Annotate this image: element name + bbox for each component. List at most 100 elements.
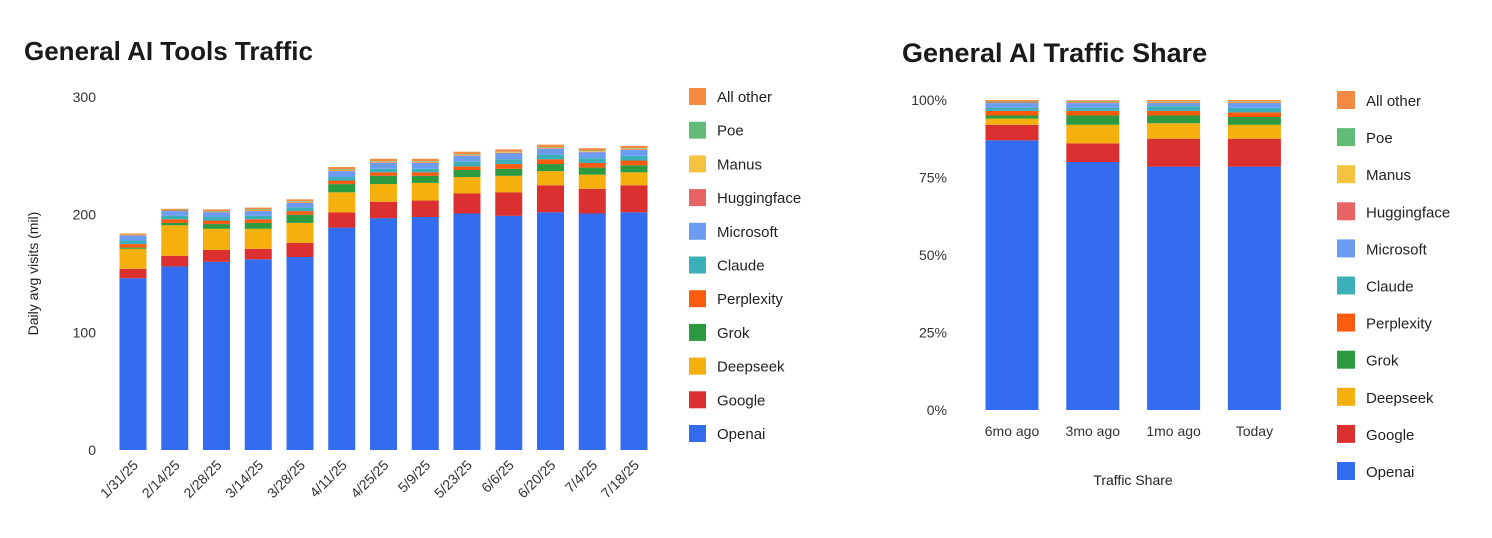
traffic-bar-perplexity bbox=[411, 172, 439, 176]
traffic-bar-openai bbox=[286, 257, 314, 450]
share-legend-label: Claude bbox=[1366, 279, 1414, 296]
share-bar-microsoft bbox=[1066, 103, 1120, 108]
traffic-legend-swatch bbox=[689, 357, 706, 375]
traffic-bar-deepseek bbox=[244, 228, 272, 249]
traffic-bar-poe bbox=[119, 234, 147, 236]
traffic-y-tick-label: 300 bbox=[73, 89, 97, 105]
share-x-tick-label: 3mo ago bbox=[1066, 423, 1121, 439]
traffic-bar-deepseek bbox=[203, 228, 230, 250]
share-legend-label: Google bbox=[1366, 427, 1414, 444]
traffic-legend-swatch bbox=[689, 155, 706, 173]
traffic-bar-google bbox=[328, 212, 356, 228]
share-legend-label: Perplexity bbox=[1366, 316, 1432, 333]
traffic-bar-google bbox=[203, 249, 230, 262]
traffic-bar-claude bbox=[119, 240, 147, 245]
traffic-bar-microsoft bbox=[370, 162, 397, 169]
share-y-tick-label: 75% bbox=[919, 170, 947, 186]
share-x-axis-title: Traffic Share bbox=[1093, 472, 1173, 488]
traffic-bar-google bbox=[453, 193, 481, 214]
share-bar-poe bbox=[1066, 101, 1120, 103]
traffic-bar-perplexity bbox=[119, 244, 147, 248]
traffic-bar-microsoft bbox=[161, 211, 189, 216]
share-bar-openai bbox=[1227, 166, 1281, 410]
share-x-tick-label: 1mo ago bbox=[1146, 423, 1201, 439]
traffic-x-tick-label: 5/9/25 bbox=[395, 457, 434, 496]
traffic-bar-grok bbox=[203, 224, 230, 229]
traffic-bar-openai bbox=[119, 278, 147, 450]
traffic-bar-microsoft bbox=[328, 171, 356, 178]
traffic-bar-all-other bbox=[537, 144, 564, 148]
traffic-bar-microsoft bbox=[119, 235, 147, 241]
traffic-bar-manus bbox=[244, 209, 272, 211]
traffic-bar-huggingface bbox=[119, 235, 147, 236]
traffic-bar-openai bbox=[328, 227, 356, 450]
share-legend-swatch bbox=[1337, 276, 1355, 295]
share-bar-huggingface bbox=[1066, 102, 1120, 104]
traffic-bar-microsoft bbox=[453, 155, 481, 162]
traffic-bar-openai bbox=[578, 213, 606, 450]
traffic-bar-perplexity bbox=[244, 219, 272, 223]
traffic-legend-swatch bbox=[689, 256, 706, 274]
share-legend-swatch bbox=[1337, 165, 1355, 184]
traffic-legend-label: Google bbox=[717, 392, 765, 409]
share-bar-openai bbox=[1147, 166, 1201, 410]
traffic-bar-deepseek bbox=[411, 182, 439, 201]
share-bar-google bbox=[1066, 143, 1120, 162]
share-bar-claude bbox=[1066, 107, 1120, 111]
share-legend-swatch bbox=[1337, 462, 1355, 480]
traffic-bar-all-other bbox=[453, 151, 481, 155]
traffic-legend-swatch bbox=[689, 290, 706, 308]
share-legend-swatch bbox=[1337, 350, 1355, 369]
share-legend-label: All other bbox=[1366, 93, 1421, 110]
traffic-bar-perplexity bbox=[203, 220, 230, 225]
traffic-bar-huggingface bbox=[286, 202, 314, 203]
traffic-x-tick-label: 6/6/25 bbox=[478, 457, 517, 496]
traffic-bar-manus bbox=[328, 169, 356, 171]
traffic-bar-deepseek bbox=[328, 192, 356, 213]
traffic-bar-claude bbox=[328, 177, 356, 181]
traffic-x-tick-label: 5/23/25 bbox=[431, 457, 475, 501]
traffic-bar-google bbox=[161, 255, 189, 267]
share-bar-perplexity bbox=[1147, 110, 1201, 116]
traffic-legend-label: Manus bbox=[717, 156, 762, 173]
share-bar-claude bbox=[1147, 106, 1201, 111]
traffic-bar-microsoft bbox=[411, 162, 439, 169]
traffic-bar-openai bbox=[495, 215, 523, 450]
traffic-legend-swatch bbox=[689, 425, 706, 442]
traffic-bar-openai bbox=[537, 212, 564, 450]
traffic-bar-manus bbox=[620, 148, 648, 150]
traffic-bar-all-other bbox=[411, 158, 439, 162]
traffic-bar-manus bbox=[411, 161, 439, 163]
traffic-bar-huggingface bbox=[620, 149, 648, 150]
traffic-bar-manus bbox=[495, 152, 523, 153]
traffic-bar-deepseek bbox=[620, 172, 648, 186]
traffic-bar-grok bbox=[578, 167, 606, 175]
traffic-bar-poe bbox=[286, 201, 314, 202]
traffic-bar-perplexity bbox=[370, 172, 397, 176]
traffic-x-tick-label: 2/28/25 bbox=[180, 457, 224, 501]
traffic-bar-manus bbox=[286, 201, 314, 203]
traffic-bar-microsoft bbox=[495, 153, 523, 160]
traffic-x-tick-label: 7/4/25 bbox=[562, 457, 601, 496]
share-bar-openai bbox=[1066, 162, 1120, 410]
traffic-bar-grok bbox=[453, 169, 481, 178]
traffic-bar-google bbox=[620, 185, 648, 213]
traffic-bar-google bbox=[244, 248, 272, 260]
traffic-bar-openai bbox=[244, 259, 272, 450]
traffic-y-tick-label: 200 bbox=[73, 207, 97, 223]
share-legend-swatch bbox=[1337, 387, 1355, 406]
share-bar-perplexity bbox=[1227, 112, 1281, 118]
traffic-bar-google bbox=[537, 185, 564, 213]
share-legend-label: Huggingface bbox=[1366, 204, 1450, 221]
traffic-bar-poe bbox=[537, 147, 564, 148]
traffic-bar-google bbox=[286, 242, 314, 258]
traffic-bar-poe bbox=[495, 151, 523, 153]
traffic-bar-claude bbox=[495, 159, 523, 165]
traffic-x-tick-label: 4/25/25 bbox=[347, 457, 391, 501]
chart-title-share: General AI Traffic Share bbox=[902, 38, 1208, 68]
traffic-bar-grok bbox=[119, 247, 147, 249]
traffic-bar-huggingface bbox=[328, 170, 356, 172]
share-legend-label: Poe bbox=[1366, 130, 1393, 147]
traffic-bar-grok bbox=[286, 214, 314, 223]
